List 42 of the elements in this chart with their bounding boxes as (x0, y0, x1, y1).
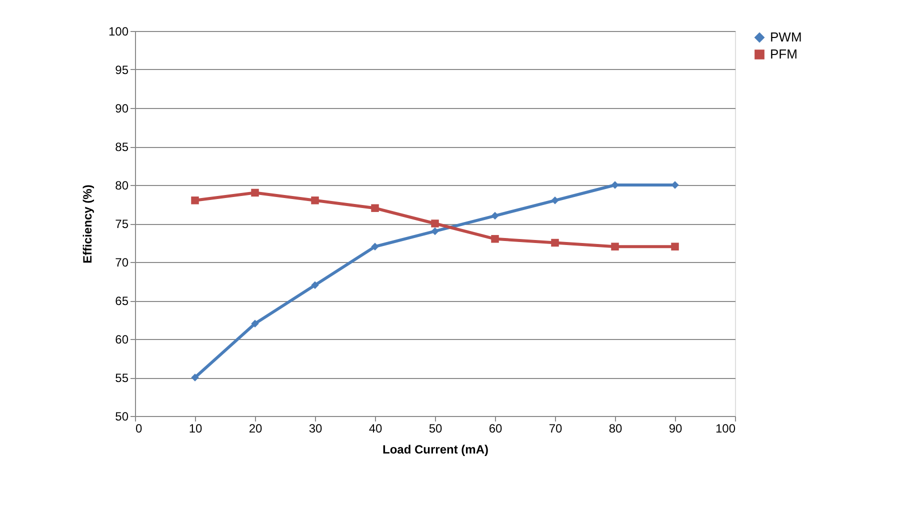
point (371, 242, 379, 250)
point (311, 196, 319, 204)
x-tick-label: 50 (428, 422, 442, 436)
legend-label: PWM (770, 30, 802, 44)
point (611, 242, 619, 250)
x-tick-label: 40 (368, 422, 382, 436)
x-tick-label: 90 (668, 422, 682, 436)
y-tick-label: 80 (115, 178, 129, 192)
y-tick-label: 85 (115, 140, 129, 154)
point (491, 212, 499, 220)
y-tick-label: 95 (115, 63, 129, 77)
point (431, 227, 439, 236)
x-tick-label: 30 (308, 422, 322, 436)
point (371, 204, 379, 212)
y-tick-label: 70 (115, 256, 129, 270)
point (431, 220, 439, 228)
y-tick-label: 55 (115, 371, 129, 385)
y-tick-label: 100 (108, 24, 129, 38)
point (251, 320, 259, 328)
point (191, 374, 199, 382)
point (251, 188, 259, 197)
point (311, 281, 319, 289)
x-tick-label: 70 (548, 422, 562, 436)
point (191, 196, 199, 204)
x-tick-label: 10 (188, 422, 202, 436)
point (551, 238, 559, 247)
x-tick-label: 80 (608, 422, 622, 436)
point (671, 242, 679, 250)
y-tick-label: 90 (115, 102, 129, 116)
x-axis-title: Load Current (mA) (382, 442, 488, 456)
y-axis-title: Efficiency (%) (80, 184, 94, 264)
x-tick-label: 60 (488, 422, 502, 436)
y-tick-label: 60 (115, 332, 129, 346)
x-tick-label: 20 (248, 422, 262, 436)
x-tick-label: 100 (715, 422, 736, 436)
point (491, 235, 499, 243)
point (551, 196, 559, 204)
y-tick-label: 50 (115, 410, 129, 424)
y-tick-label: 65 (115, 294, 129, 308)
y-tick-label: 75 (115, 217, 129, 231)
legend-label: PFM (770, 46, 798, 62)
x-tick-label: 0 (136, 422, 142, 436)
